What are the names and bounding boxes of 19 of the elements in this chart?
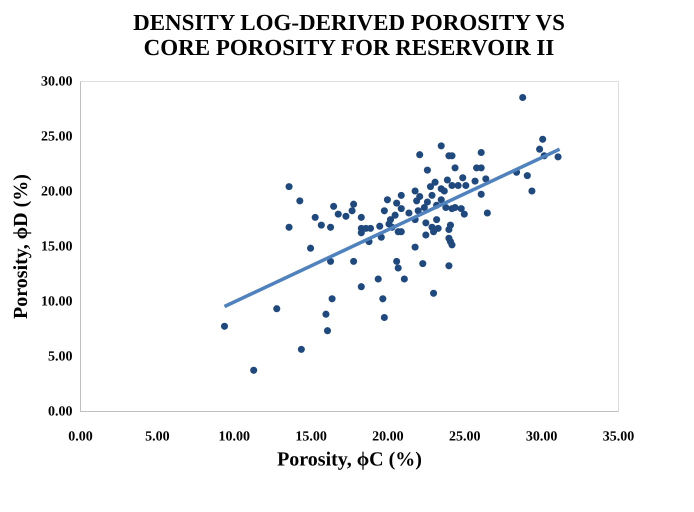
y-axis-title: Porosity, ϕD (%) xyxy=(10,174,32,319)
text: CORE POROSITY FOR RESERVOIR II xyxy=(144,35,554,60)
y-tick-label: 10.00 xyxy=(41,294,72,310)
x-tick-label: 10.00 xyxy=(218,430,250,444)
y-tick-label: 30.00 xyxy=(41,74,72,90)
y-tick-label: 20.00 xyxy=(41,184,72,200)
x-tick-label: 5.00 xyxy=(145,430,170,444)
y-tick-label: 15.00 xyxy=(41,240,72,254)
x-tick-label: 0.00 xyxy=(68,430,93,444)
x-tick-label: 25.00 xyxy=(449,430,481,444)
y-tick-label: 25.00 xyxy=(41,130,72,144)
x-tick-label: 35.00 xyxy=(602,430,634,444)
x-tick-label: 30.00 xyxy=(526,430,558,444)
x-tick-label: 15.00 xyxy=(295,430,327,444)
x-axis-title: Porosity, ϕC (%) xyxy=(277,448,422,470)
text: DENSITY LOG-DERIVED POROSITY VS xyxy=(133,10,565,35)
x-tick-label: 20.00 xyxy=(372,430,404,444)
y-tick-label: 5.00 xyxy=(48,350,72,364)
y-tick-label: 0.00 xyxy=(48,404,72,420)
